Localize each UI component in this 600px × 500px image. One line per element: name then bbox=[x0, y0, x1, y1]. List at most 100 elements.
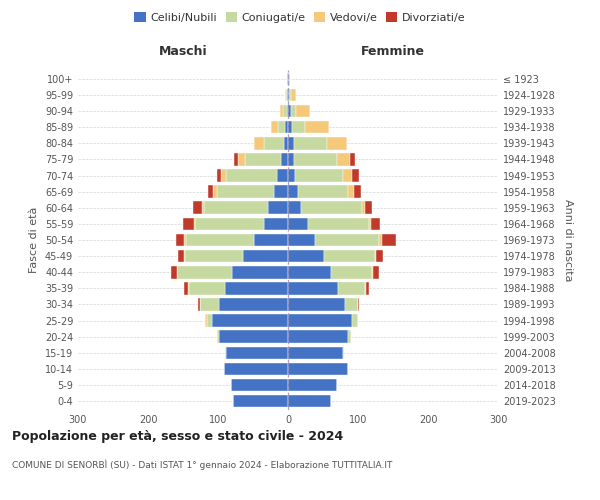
Bar bbox=[254, 137, 264, 149]
Bar bbox=[343, 346, 344, 359]
Bar bbox=[376, 250, 383, 262]
Bar bbox=[337, 153, 350, 166]
Bar bbox=[288, 72, 289, 85]
Text: COMUNE DI SENORBÌ (SU) - Dati ISTAT 1° gennaio 2024 - Elaborazione TUTTITALIA.IT: COMUNE DI SENORBÌ (SU) - Dati ISTAT 1° g… bbox=[12, 460, 392, 470]
Bar bbox=[291, 88, 296, 102]
Bar bbox=[286, 88, 287, 102]
Bar bbox=[372, 266, 373, 278]
Bar bbox=[348, 186, 354, 198]
Bar bbox=[224, 362, 288, 375]
Bar bbox=[343, 170, 352, 182]
Bar bbox=[288, 121, 292, 134]
Bar bbox=[193, 218, 195, 230]
Bar bbox=[284, 88, 286, 102]
Bar bbox=[264, 137, 284, 149]
Bar bbox=[288, 395, 331, 407]
Bar bbox=[281, 153, 288, 166]
Bar bbox=[271, 121, 278, 134]
Bar bbox=[217, 330, 220, 343]
Bar bbox=[226, 170, 277, 182]
Bar bbox=[184, 234, 186, 246]
Bar bbox=[352, 314, 358, 327]
Bar bbox=[287, 88, 288, 102]
Bar bbox=[346, 298, 358, 310]
Bar bbox=[288, 186, 298, 198]
Bar bbox=[292, 121, 305, 134]
Bar bbox=[350, 153, 355, 166]
Bar bbox=[278, 121, 285, 134]
Bar bbox=[225, 282, 288, 294]
Bar bbox=[331, 266, 372, 278]
Bar bbox=[288, 330, 347, 343]
Text: Popolazione per età, sesso e stato civile - 2024: Popolazione per età, sesso e stato civil… bbox=[12, 430, 343, 443]
Bar bbox=[296, 105, 310, 118]
Bar bbox=[171, 266, 176, 278]
Bar bbox=[232, 266, 288, 278]
Bar bbox=[217, 186, 274, 198]
Bar bbox=[277, 170, 288, 182]
Bar bbox=[217, 170, 221, 182]
Bar bbox=[379, 234, 382, 246]
Bar bbox=[200, 298, 220, 310]
Bar bbox=[305, 121, 329, 134]
Bar bbox=[338, 282, 365, 294]
Bar bbox=[288, 170, 295, 182]
Y-axis label: Fasce di età: Fasce di età bbox=[29, 207, 39, 273]
Bar bbox=[301, 202, 362, 214]
Bar bbox=[226, 346, 288, 359]
Bar bbox=[365, 202, 372, 214]
Bar bbox=[288, 298, 346, 310]
Bar bbox=[288, 88, 289, 102]
Bar bbox=[283, 105, 287, 118]
Bar bbox=[280, 105, 283, 118]
Bar bbox=[288, 282, 338, 294]
Bar bbox=[288, 137, 293, 149]
Bar bbox=[225, 346, 226, 359]
Bar bbox=[288, 234, 314, 246]
Bar bbox=[289, 88, 291, 102]
Y-axis label: Anni di nascita: Anni di nascita bbox=[563, 198, 572, 281]
Bar bbox=[234, 153, 238, 166]
Bar bbox=[184, 250, 185, 262]
Bar bbox=[288, 378, 337, 392]
Bar bbox=[288, 153, 293, 166]
Bar bbox=[284, 137, 288, 149]
Bar bbox=[288, 346, 343, 359]
Bar bbox=[382, 234, 396, 246]
Bar bbox=[198, 298, 200, 310]
Bar bbox=[254, 234, 288, 246]
Bar bbox=[358, 298, 359, 310]
Bar bbox=[274, 186, 288, 198]
Bar bbox=[202, 202, 204, 214]
Bar bbox=[314, 234, 379, 246]
Bar bbox=[287, 105, 288, 118]
Bar bbox=[207, 314, 212, 327]
Bar bbox=[288, 362, 347, 375]
Bar bbox=[291, 105, 296, 118]
Text: Femmine: Femmine bbox=[361, 45, 425, 58]
Bar bbox=[288, 105, 291, 118]
Text: Maschi: Maschi bbox=[158, 45, 208, 58]
Bar bbox=[220, 330, 288, 343]
Bar bbox=[183, 218, 193, 230]
Bar bbox=[242, 250, 288, 262]
Bar bbox=[188, 282, 225, 294]
Bar bbox=[221, 170, 226, 182]
Bar bbox=[373, 266, 379, 278]
Bar bbox=[176, 266, 178, 278]
Bar bbox=[263, 218, 288, 230]
Bar bbox=[233, 395, 288, 407]
Bar bbox=[287, 72, 288, 85]
Bar bbox=[347, 330, 351, 343]
Bar bbox=[362, 202, 365, 214]
Bar bbox=[366, 282, 369, 294]
Bar bbox=[186, 234, 254, 246]
Bar bbox=[178, 266, 232, 278]
Bar bbox=[288, 202, 301, 214]
Legend: Celibi/Nubili, Coniugati/e, Vedovi/e, Divorziati/e: Celibi/Nubili, Coniugati/e, Vedovi/e, Di… bbox=[130, 8, 470, 28]
Bar bbox=[293, 153, 337, 166]
Bar bbox=[204, 202, 268, 214]
Bar bbox=[213, 186, 217, 198]
Bar bbox=[205, 314, 207, 327]
Bar bbox=[245, 153, 281, 166]
